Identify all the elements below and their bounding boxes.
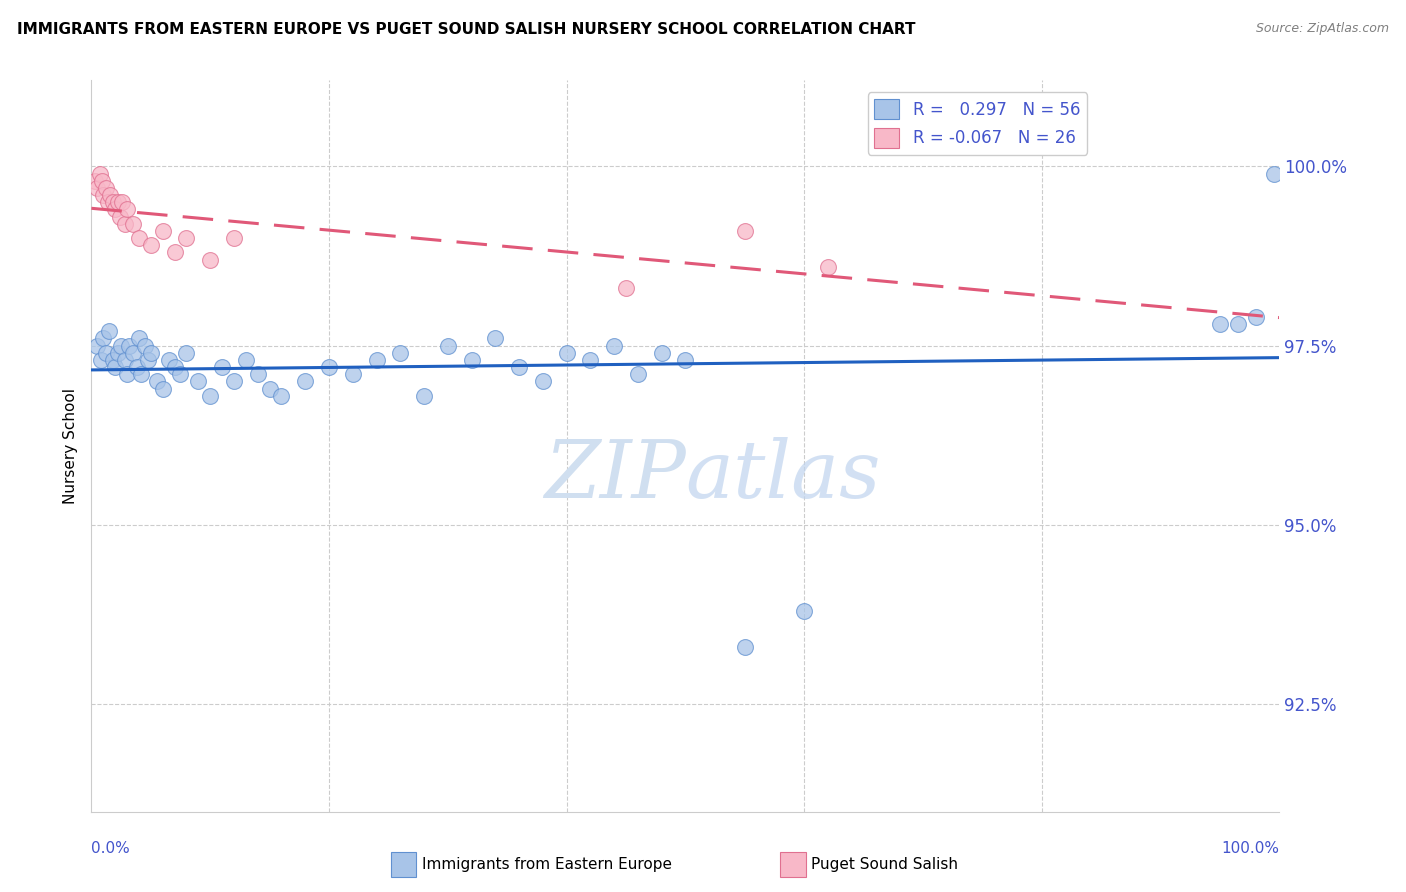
Point <box>152 382 174 396</box>
Point <box>211 360 233 375</box>
Point <box>531 375 554 389</box>
Point <box>86 181 108 195</box>
Point <box>200 252 222 267</box>
Point <box>817 260 839 274</box>
Point <box>115 368 138 382</box>
Point <box>114 217 136 231</box>
Point <box>318 360 340 375</box>
Point <box>100 188 122 202</box>
Point <box>129 368 152 382</box>
Point <box>111 195 134 210</box>
Text: Source: ZipAtlas.com: Source: ZipAtlas.com <box>1256 22 1389 36</box>
Text: 0.0%: 0.0% <box>91 841 131 856</box>
Point <box>157 353 180 368</box>
Point <box>138 353 160 368</box>
Point <box>1209 317 1232 331</box>
Point <box>145 375 167 389</box>
Point <box>508 360 530 375</box>
Point <box>460 353 482 368</box>
Text: IMMIGRANTS FROM EASTERN EUROPE VS PUGET SOUND SALISH NURSERY SCHOOL CORRELATION : IMMIGRANTS FROM EASTERN EUROPE VS PUGET … <box>17 22 915 37</box>
Point <box>734 224 756 238</box>
Point <box>139 238 162 252</box>
Point <box>1226 317 1249 331</box>
Point <box>389 345 412 359</box>
Point <box>413 389 436 403</box>
Point <box>104 360 127 375</box>
Point <box>163 360 186 375</box>
Point <box>163 245 186 260</box>
Text: ZIP: ZIP <box>544 436 685 514</box>
Point <box>651 345 673 359</box>
Y-axis label: Nursery School: Nursery School <box>63 388 79 504</box>
Point <box>734 640 756 654</box>
Point <box>91 331 114 345</box>
Legend: R =   0.297   N = 56, R = -0.067   N = 26: R = 0.297 N = 56, R = -0.067 N = 26 <box>868 92 1087 154</box>
Text: atlas: atlas <box>685 436 880 514</box>
Text: Immigrants from Eastern Europe: Immigrants from Eastern Europe <box>422 857 672 871</box>
Point <box>366 353 388 368</box>
Point <box>436 338 458 352</box>
Point <box>98 324 121 338</box>
Point <box>118 338 141 352</box>
Point <box>139 345 162 359</box>
Point <box>579 353 602 368</box>
Point <box>114 353 136 368</box>
Point <box>176 231 198 245</box>
Point <box>84 174 107 188</box>
Point <box>259 382 281 396</box>
Point <box>294 375 316 389</box>
Point <box>235 353 257 368</box>
Point <box>555 345 578 359</box>
Point <box>128 231 150 245</box>
Point <box>1244 310 1267 324</box>
Point <box>97 195 120 210</box>
Point <box>128 331 150 345</box>
Point <box>91 174 114 188</box>
Point <box>134 338 156 352</box>
Point <box>270 389 292 403</box>
Point <box>222 375 245 389</box>
Point <box>86 338 108 352</box>
Point <box>603 338 626 352</box>
Point <box>342 368 364 382</box>
Point <box>169 368 191 382</box>
Point <box>107 345 129 359</box>
Point <box>101 195 124 210</box>
Text: Puget Sound Salish: Puget Sound Salish <box>811 857 959 871</box>
Text: 100.0%: 100.0% <box>1222 841 1279 856</box>
Point <box>1263 167 1285 181</box>
Point <box>484 331 506 345</box>
Point <box>91 188 114 202</box>
Point <box>89 167 111 181</box>
Point <box>108 210 131 224</box>
Point <box>793 604 815 618</box>
Point <box>125 360 148 375</box>
Point <box>673 353 696 368</box>
Point <box>101 353 124 368</box>
Point <box>110 338 132 352</box>
Point <box>94 181 117 195</box>
Point <box>115 202 138 217</box>
Point <box>94 345 117 359</box>
Point <box>152 224 174 238</box>
Point <box>187 375 209 389</box>
Point <box>200 389 222 403</box>
Point <box>104 202 127 217</box>
Point <box>222 231 245 245</box>
Point <box>90 353 112 368</box>
Point <box>627 368 650 382</box>
Point <box>246 368 269 382</box>
Point <box>122 217 145 231</box>
Point <box>107 195 129 210</box>
Point <box>122 345 145 359</box>
Point <box>176 345 198 359</box>
Point <box>614 281 637 295</box>
